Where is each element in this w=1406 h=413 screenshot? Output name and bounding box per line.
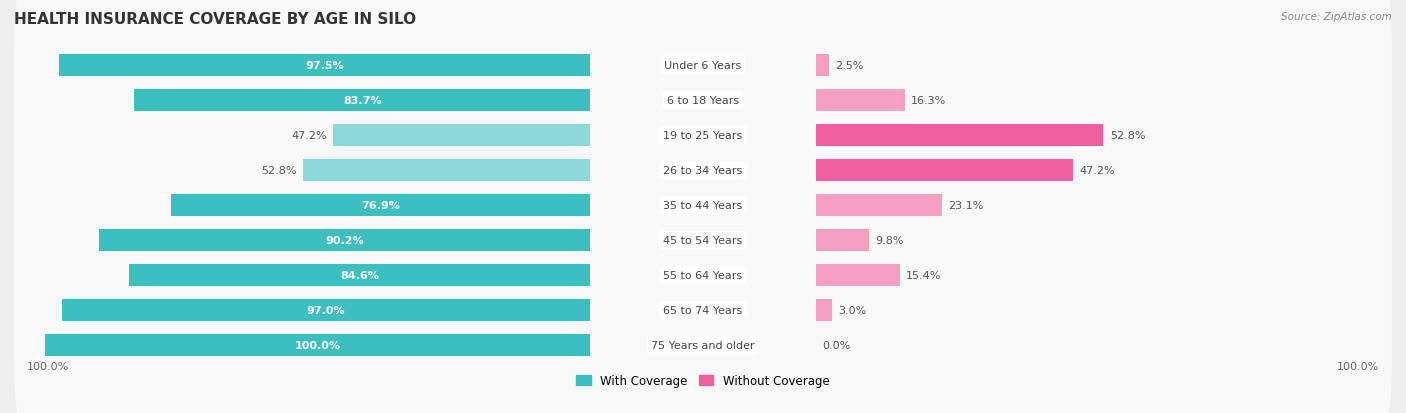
Text: 3.0%: 3.0% [838,306,866,316]
FancyBboxPatch shape [14,0,1392,152]
Bar [815,160,1073,181]
Text: 26 to 34 Years: 26 to 34 Years [664,166,742,176]
Text: Under 6 Years: Under 6 Years [665,61,741,71]
Bar [45,335,591,356]
Legend: With Coverage, Without Coverage: With Coverage, Without Coverage [572,370,834,392]
Bar [302,160,591,181]
Bar [815,195,942,216]
Bar [333,125,591,147]
Text: 47.2%: 47.2% [1080,166,1115,176]
Bar [62,300,591,321]
FancyBboxPatch shape [14,155,1392,326]
Text: 35 to 44 Years: 35 to 44 Years [664,201,742,211]
Bar [815,125,1104,147]
Text: 45 to 54 Years: 45 to 54 Years [664,235,742,246]
Text: 6 to 18 Years: 6 to 18 Years [666,96,740,106]
Bar [129,265,591,286]
Text: HEALTH INSURANCE COVERAGE BY AGE IN SILO: HEALTH INSURANCE COVERAGE BY AGE IN SILO [14,12,416,27]
FancyBboxPatch shape [14,190,1392,361]
Text: 15.4%: 15.4% [905,271,941,280]
FancyBboxPatch shape [14,260,1392,413]
Text: 52.8%: 52.8% [1109,131,1146,141]
FancyBboxPatch shape [14,120,1392,291]
Text: 84.6%: 84.6% [340,271,380,280]
Text: 2.5%: 2.5% [835,61,865,71]
Text: 52.8%: 52.8% [260,166,297,176]
Text: 9.8%: 9.8% [876,235,904,246]
Text: 100.0%: 100.0% [295,340,340,351]
Text: 100.0%: 100.0% [27,361,69,371]
Bar [59,55,591,77]
Text: 55 to 64 Years: 55 to 64 Years [664,271,742,280]
Text: 19 to 25 Years: 19 to 25 Years [664,131,742,141]
Bar [815,230,869,252]
FancyBboxPatch shape [14,85,1392,256]
Text: 97.0%: 97.0% [307,306,346,316]
Text: 97.5%: 97.5% [305,61,344,71]
Text: 83.7%: 83.7% [343,96,381,106]
Text: 47.2%: 47.2% [291,131,326,141]
Text: 76.9%: 76.9% [361,201,401,211]
FancyBboxPatch shape [14,15,1392,186]
FancyBboxPatch shape [14,225,1392,396]
Bar [98,230,591,252]
Text: Source: ZipAtlas.com: Source: ZipAtlas.com [1281,12,1392,22]
Text: 100.0%: 100.0% [1337,361,1379,371]
Bar [815,90,904,112]
Text: 16.3%: 16.3% [911,96,946,106]
Text: 0.0%: 0.0% [823,340,851,351]
Bar [815,300,832,321]
Text: 65 to 74 Years: 65 to 74 Years [664,306,742,316]
Bar [134,90,591,112]
FancyBboxPatch shape [14,50,1392,221]
Bar [172,195,591,216]
Text: 90.2%: 90.2% [325,235,364,246]
Bar [815,55,830,77]
Text: 23.1%: 23.1% [948,201,983,211]
Text: 75 Years and older: 75 Years and older [651,340,755,351]
Bar [815,265,900,286]
